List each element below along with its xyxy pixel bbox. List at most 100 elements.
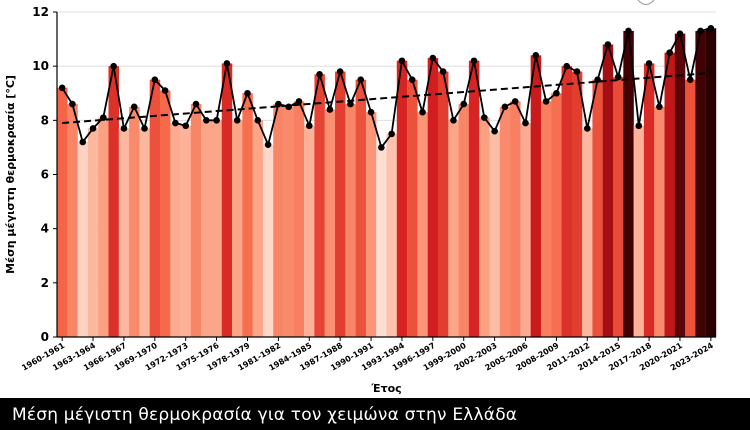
- data-point: [481, 114, 488, 121]
- data-point: [264, 141, 272, 149]
- bar: [674, 33, 686, 338]
- bar: [159, 90, 171, 338]
- data-point: [419, 108, 426, 116]
- data-point: [656, 103, 663, 111]
- data-point: [326, 106, 334, 113]
- data-point: [254, 117, 262, 124]
- data-point: [563, 62, 570, 70]
- bar: [643, 63, 655, 337]
- data-point: [511, 98, 519, 105]
- bar: [77, 142, 89, 337]
- data-point: [378, 144, 385, 151]
- bar: [530, 55, 542, 337]
- data-point: [491, 127, 498, 135]
- data-point: [439, 68, 447, 75]
- y-tick-label: 10: [32, 59, 49, 73]
- bar: [211, 120, 222, 337]
- bar: [623, 30, 634, 337]
- data-point: [141, 125, 148, 132]
- bar: [190, 104, 202, 337]
- data-point: [614, 73, 622, 81]
- bar: [118, 128, 130, 337]
- bar: [139, 128, 150, 337]
- bar: [314, 74, 325, 338]
- bar: [283, 106, 295, 338]
- data-point: [316, 70, 323, 78]
- data-point: [604, 41, 612, 48]
- y-tick-label: 12: [32, 5, 49, 19]
- x-axis-title: Έτος: [370, 382, 401, 395]
- bar: [613, 77, 624, 337]
- data-point: [192, 100, 200, 108]
- bar: [252, 120, 264, 337]
- data-point: [686, 76, 694, 84]
- data-point: [203, 117, 210, 124]
- bar: [262, 144, 274, 337]
- bar: [376, 147, 387, 337]
- bar: [293, 101, 305, 337]
- data-point: [100, 114, 107, 121]
- bars: [57, 28, 717, 338]
- data-point: [666, 49, 673, 56]
- bar: [592, 79, 603, 337]
- data-point: [450, 117, 457, 124]
- bar: [499, 106, 511, 338]
- logo-icon: [637, 0, 655, 5]
- bar: [180, 125, 192, 337]
- bar: [57, 87, 68, 337]
- data-point: [151, 76, 159, 84]
- bar: [685, 79, 696, 337]
- series-line: [61, 27, 712, 150]
- bar: [633, 125, 645, 337]
- y-axis-title: Μέση μέγιστη θερμοκρασία [°C]: [4, 75, 17, 274]
- bar: [129, 106, 140, 338]
- bar: [67, 104, 78, 337]
- bar: [468, 60, 480, 337]
- bar: [242, 93, 253, 337]
- value-line: [61, 27, 712, 150]
- trend-line: [62, 71, 711, 125]
- bar: [386, 133, 397, 337]
- data-point: [542, 98, 550, 105]
- data-point: [594, 76, 601, 84]
- chart: 0 2 4 6 8 10 12 1960-19611963-19641966-1967196…: [4, 5, 717, 395]
- bar: [355, 79, 367, 337]
- data-point: [110, 62, 117, 70]
- bar: [582, 128, 593, 337]
- footer-title: Μέση μέγιστη θερμοκρασία για τον χειμώνα…: [12, 405, 518, 425]
- bar: [571, 71, 583, 337]
- data-point: [707, 24, 715, 32]
- footer-bar: Μέση μέγιστη θερμοκρασία για τον χειμώνα…: [0, 398, 750, 430]
- trend-dashed-line: [62, 71, 711, 125]
- data-point: [532, 52, 540, 59]
- data-point: [501, 103, 509, 111]
- data-point: [275, 100, 282, 108]
- bar: [108, 66, 119, 338]
- data-point: [172, 119, 179, 127]
- data-point: [357, 76, 365, 84]
- data-point: [69, 100, 76, 108]
- data-point: [522, 119, 529, 127]
- bar: [407, 79, 418, 337]
- bar: [458, 104, 470, 337]
- data-point: [388, 130, 395, 138]
- bar: [232, 120, 243, 337]
- bar: [417, 112, 428, 337]
- data-point: [625, 27, 632, 35]
- bar: [273, 104, 284, 337]
- data-point: [367, 108, 375, 116]
- bar: [221, 63, 233, 337]
- data-point: [635, 122, 643, 130]
- data-point: [676, 30, 684, 37]
- data-point: [79, 138, 87, 146]
- bar: [335, 71, 346, 337]
- bar: [98, 117, 109, 337]
- y-tick-label: 0: [41, 330, 49, 344]
- y-tick-label: 2: [41, 276, 49, 290]
- bar: [149, 79, 161, 337]
- data-point: [573, 68, 581, 75]
- data-point: [213, 117, 220, 124]
- bar: [448, 120, 459, 337]
- bar: [520, 123, 531, 338]
- data-point: [336, 68, 344, 75]
